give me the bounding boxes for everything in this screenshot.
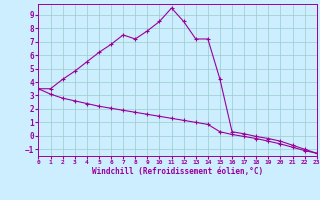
X-axis label: Windchill (Refroidissement éolien,°C): Windchill (Refroidissement éolien,°C) [92, 167, 263, 176]
